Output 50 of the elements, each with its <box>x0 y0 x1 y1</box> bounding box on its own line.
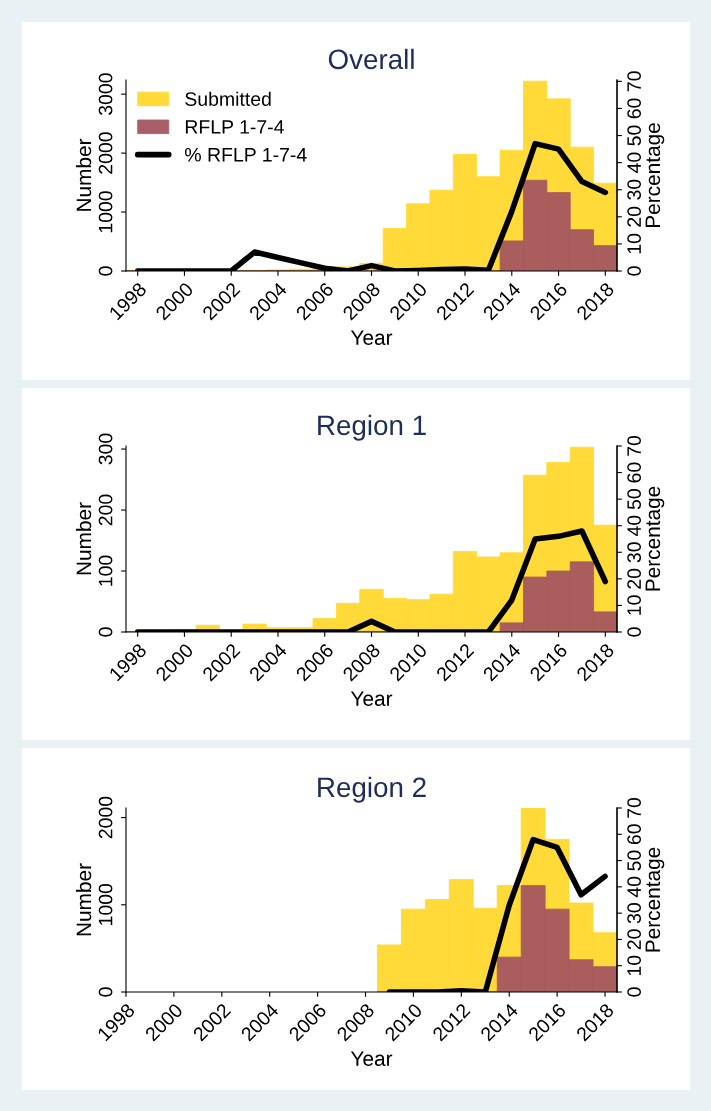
y2-axis-title: Percentage <box>645 486 665 591</box>
y2-tick-label: 30 <box>627 542 641 563</box>
y2-tick-label: 60 <box>627 98 641 119</box>
y-axis-title: Number <box>75 502 92 575</box>
x-axis-title: Year <box>350 1051 393 1066</box>
y2-tick-label: 60 <box>627 824 641 845</box>
y2-tick-label: 40 <box>627 152 641 173</box>
y-tick-label: 200 <box>98 494 113 526</box>
y-tick-label: 1000 <box>98 191 113 233</box>
y-tick-label: 2000 <box>98 796 113 839</box>
y2-tick-label: 30 <box>627 903 641 924</box>
y2-tick-label: 40 <box>627 515 641 537</box>
y2-tick-label: 0 <box>627 627 641 637</box>
y-axis-title: Number <box>75 863 92 936</box>
y-axis-title: Number <box>75 138 92 211</box>
y-tick-label: 0 <box>98 627 113 637</box>
y2-tick-label: 0 <box>627 266 641 276</box>
y2-axis-title: Percentage <box>645 123 665 228</box>
y2-tick-label: 50 <box>627 850 641 871</box>
y2-tick-label: 30 <box>627 179 641 200</box>
chart-title: Overall <box>328 48 414 70</box>
y2-tick-label: 40 <box>627 876 641 898</box>
y-tick-label: 0 <box>98 987 113 997</box>
y2-tick-label: 0 <box>627 987 641 997</box>
y2-tick-label: 10 <box>627 595 641 615</box>
x-axis-title: Year <box>350 691 393 706</box>
y-tick-label: 3000 <box>98 73 113 116</box>
legend-label: Submitted <box>185 91 271 106</box>
y2-tick-label: 70 <box>627 71 641 92</box>
y2-tick-label: 60 <box>627 462 641 483</box>
y-tick-label: 2000 <box>98 132 113 174</box>
chart-title: Region 1 <box>318 414 426 441</box>
y2-tick-label: 20 <box>627 206 641 227</box>
legend-label: % RFLP 1-7-4 <box>185 147 307 162</box>
y-tick-label: 300 <box>98 433 113 465</box>
y2-tick-label: 50 <box>627 489 641 510</box>
y-tick-label: 1000 <box>98 883 113 925</box>
chart-title: Region 2 <box>318 776 426 803</box>
y2-tick-label: 70 <box>627 797 641 818</box>
y2-tick-label: 10 <box>627 955 641 976</box>
y2-tick-label: 10 <box>627 233 641 254</box>
legend-label: RFLP 1-7-4 <box>185 120 284 134</box>
y-tick-label: 100 <box>98 555 113 586</box>
y2-tick-label: 20 <box>627 568 641 589</box>
x-axis-title: Year <box>350 330 393 345</box>
y2-tick-label: 20 <box>627 929 641 950</box>
y2-tick-label: 70 <box>627 435 641 456</box>
y-tick-label: 0 <box>98 266 113 276</box>
y2-axis-title: Percentage <box>645 847 665 952</box>
y2-tick-label: 50 <box>627 125 641 146</box>
